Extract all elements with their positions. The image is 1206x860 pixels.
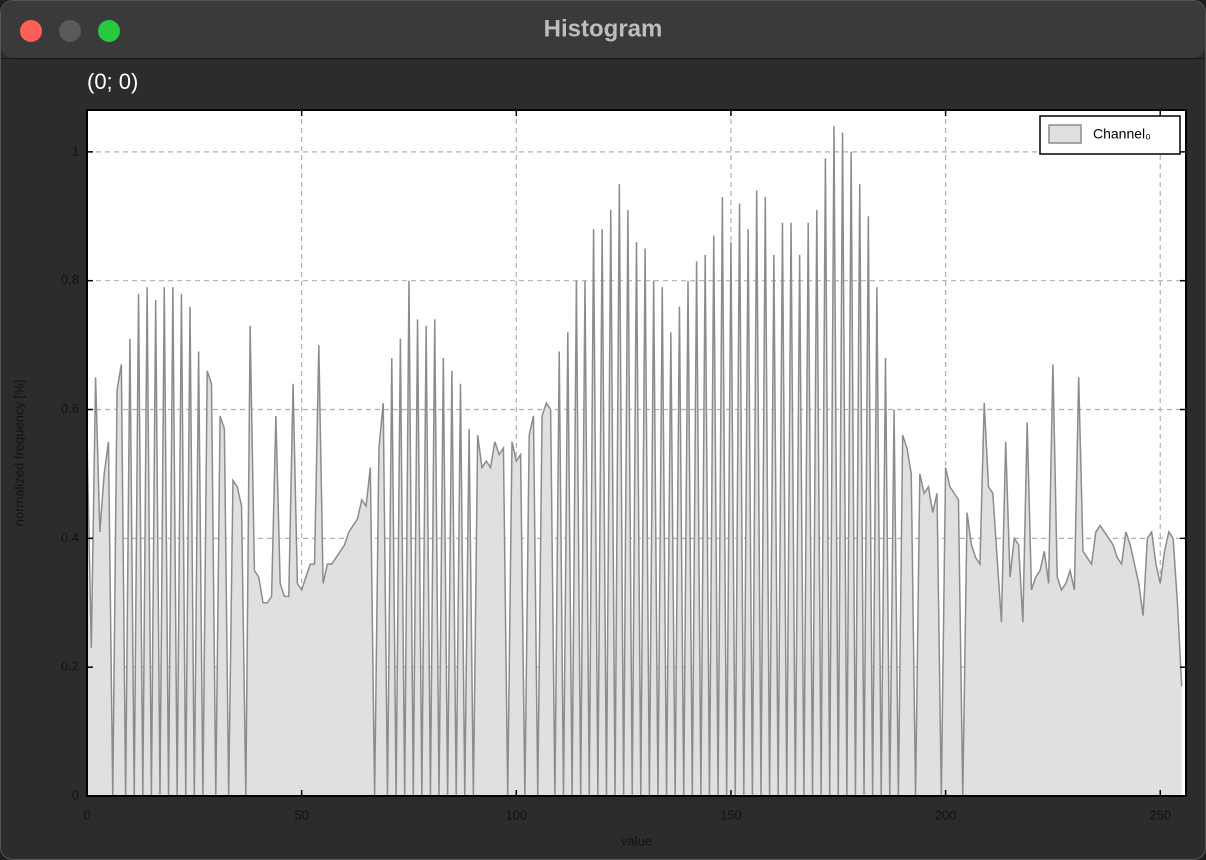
y-axis-label: normalized frequency [%] — [11, 380, 26, 527]
minimize-button[interactable] — [59, 20, 81, 42]
plot: 0 50 100 150 200 250 0 0.2 0.4 0.6 0.8 1 value normal… — [11, 109, 1187, 848]
y-tick-label: 0.8 — [61, 272, 79, 287]
x-tick-label: 0 — [83, 807, 90, 822]
area-fill — [87, 126, 1182, 797]
x-axis-label: value — [621, 833, 652, 848]
y-tick-label: 0.2 — [61, 659, 79, 674]
title-bar — [1, 1, 1205, 58]
window-title: Histogram — [544, 15, 663, 42]
legend-label: Channel₀ — [1093, 126, 1151, 142]
plot-border — [86, 109, 1187, 797]
zoom-button[interactable] — [98, 20, 120, 42]
cursor-position: (0; 0) — [87, 69, 138, 94]
x-tick-label: 150 — [720, 807, 742, 822]
y-tick-label: 1 — [72, 143, 79, 158]
x-tick-label: 250 — [1149, 807, 1171, 822]
y-tick-label: 0.6 — [61, 401, 79, 416]
legend-box — [1039, 115, 1181, 155]
x-tick-label: 100 — [505, 807, 527, 822]
y-tick-label: 0.4 — [61, 530, 79, 545]
legend-swatch — [1048, 124, 1082, 144]
close-button[interactable] — [20, 20, 42, 42]
area-line — [86, 126, 1183, 797]
y-tick-label: 0 — [72, 787, 79, 802]
x-tick-label: 50 — [294, 807, 308, 822]
x-tick-label: 200 — [935, 807, 957, 822]
